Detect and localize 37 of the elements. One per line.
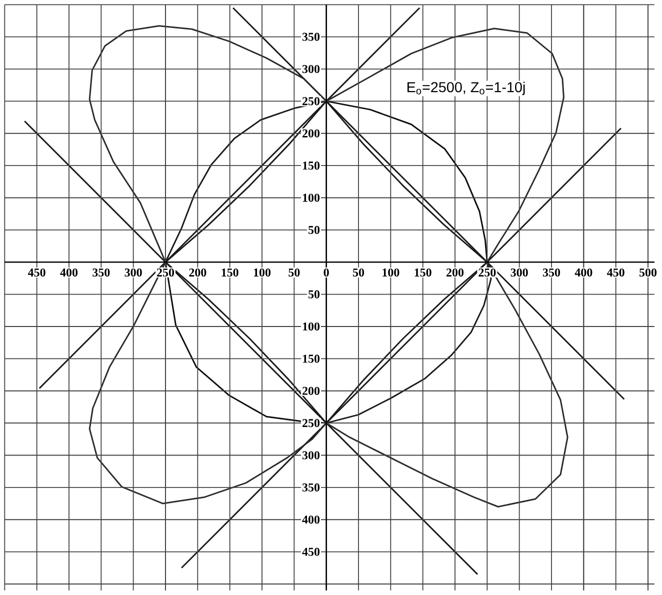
x-tick-label: 150	[222, 268, 238, 277]
y-tick-label: 350	[302, 32, 320, 41]
x-tick-label: 50	[352, 268, 364, 277]
y-tick-label: 200	[302, 386, 320, 395]
x-tick-label: 400	[574, 268, 592, 277]
y-tick-label: 200	[302, 129, 320, 138]
annotation: E$_{o}$=2500, Z$_{o}$=1-10j	[408, 82, 525, 96]
y-tick-label: 100	[302, 322, 320, 331]
y-tick-label: 50	[308, 226, 320, 234]
x-tick-label: 200	[446, 268, 464, 277]
x-tick-label: 250	[478, 268, 496, 277]
x-tick-label: 450	[28, 268, 46, 277]
x-tick-label: 0	[324, 268, 329, 277]
x-tick-label: 200	[189, 268, 206, 277]
x-tick-label: 50	[288, 268, 300, 277]
x-tick-label: 300	[124, 268, 142, 277]
y-tick-label: 250	[302, 418, 320, 428]
x-tick-label: 500	[639, 268, 657, 277]
y-tick-label: 450	[302, 548, 320, 556]
x-tick-label: 100	[254, 268, 271, 277]
x-tick-label: 350	[542, 268, 560, 277]
y-tick-label: 150	[302, 161, 320, 170]
y-tick-label: 50	[308, 290, 320, 298]
y-tick-label: 250	[302, 97, 320, 106]
y-tick-label: 300	[302, 451, 320, 460]
x-tick-label: 250	[156, 268, 174, 277]
x-tick-label: 350	[92, 268, 110, 277]
y-tick-label: 350	[302, 483, 320, 492]
x-tick-label: 300	[510, 268, 528, 277]
x-tick-label: 100	[382, 268, 400, 277]
x-tick-label: 400	[60, 268, 78, 277]
y-tick-label: 300	[302, 64, 320, 74]
x-tick-label: 450	[606, 268, 624, 277]
y-tick-label: 150	[302, 354, 320, 363]
x-tick-label: 150	[414, 268, 432, 277]
y-tick-label: 400	[302, 516, 320, 524]
y-tick-label: 100	[302, 194, 320, 202]
